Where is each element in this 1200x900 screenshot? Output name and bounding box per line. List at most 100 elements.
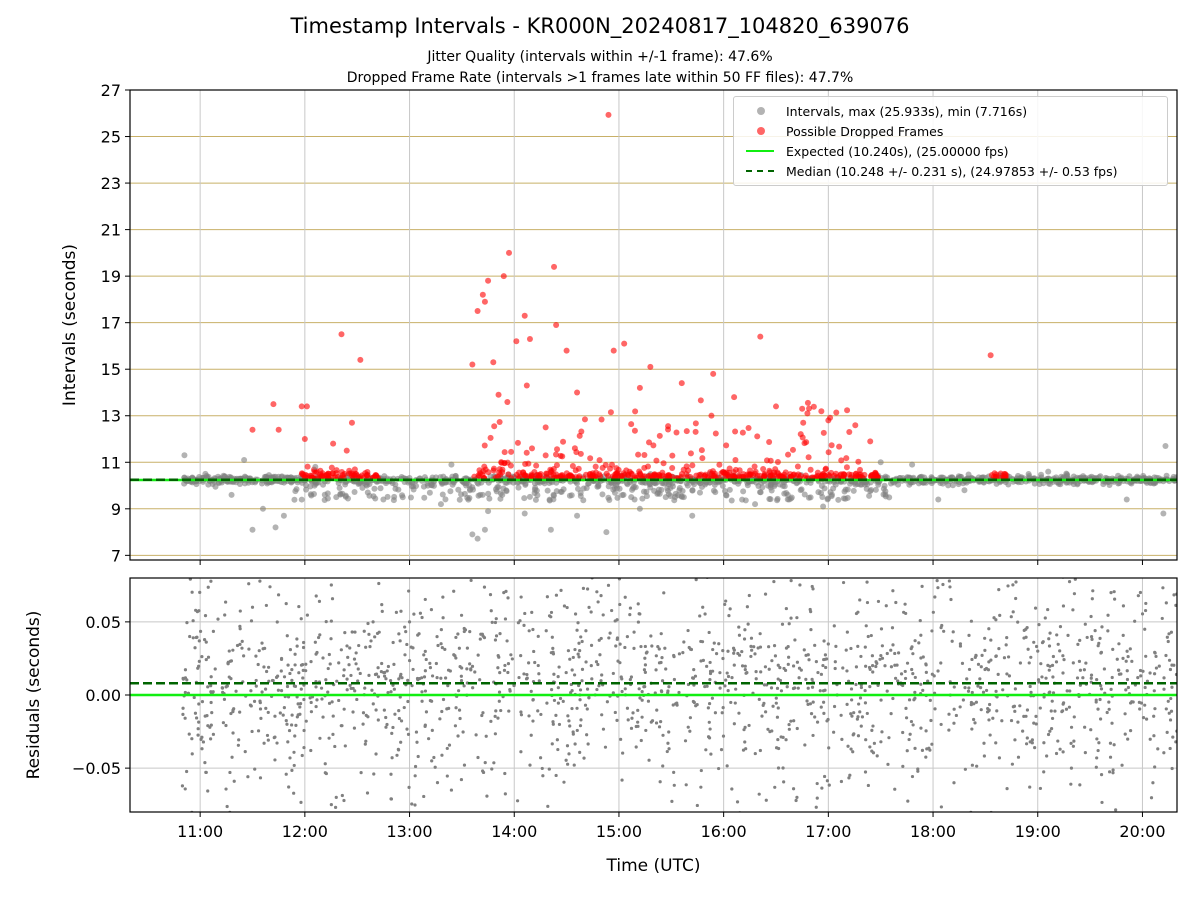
residual-point (580, 679, 584, 683)
residual-point (1109, 591, 1113, 595)
residual-point (456, 632, 460, 636)
interval-point (872, 486, 879, 493)
legend-item-dropped: Possible Dropped Frames (744, 121, 943, 141)
interval-point (961, 487, 968, 494)
residual-point (864, 664, 868, 668)
residual-point (868, 685, 872, 689)
residual-point (1111, 771, 1115, 775)
interval-point (766, 496, 773, 503)
residual-point (717, 766, 721, 771)
residual-point (639, 738, 643, 743)
residual-point (263, 646, 267, 650)
residual-point (774, 701, 778, 705)
residual-point (585, 733, 589, 737)
residual-point (782, 780, 786, 784)
residual-point (726, 674, 731, 679)
residual-point (497, 690, 502, 694)
residual-point (847, 776, 851, 780)
residual-point (963, 685, 967, 690)
residual-point (893, 787, 897, 791)
residual-point (337, 661, 341, 665)
residual-point (397, 632, 401, 636)
residual-point (288, 756, 292, 760)
residual-point (703, 684, 707, 689)
residual-point (263, 687, 268, 691)
residual-point (1029, 655, 1033, 659)
residual-point (304, 719, 308, 723)
residual-point (719, 748, 724, 752)
dropped-point (343, 447, 350, 454)
residual-point (1099, 650, 1104, 654)
residual-point (907, 737, 911, 742)
legend: Intervals, max (25.933s), min (7.716s) P… (733, 96, 1168, 186)
residual-point (781, 766, 785, 770)
legend-marker-red-dot (744, 121, 776, 141)
residual-point (682, 640, 686, 644)
residual-point (883, 664, 887, 668)
residual-point (371, 620, 375, 624)
residual-point (411, 667, 415, 672)
residual-point (761, 703, 765, 707)
residual-point (628, 606, 633, 610)
residual-point (507, 709, 511, 713)
interval-point (667, 493, 674, 500)
residual-point (662, 591, 666, 595)
interval-point (774, 497, 781, 504)
residual-point (630, 716, 634, 720)
residual-point (1144, 654, 1148, 658)
residual-point (650, 719, 655, 723)
residual-point (989, 638, 993, 642)
residual-point (721, 649, 725, 653)
residual-point (848, 773, 852, 777)
dropped-point (825, 449, 832, 456)
residual-point (584, 660, 588, 664)
dropped-point (800, 419, 807, 426)
interval-point (272, 524, 279, 531)
dropped-point (603, 470, 610, 477)
residual-point (961, 698, 965, 702)
residual-point (753, 652, 757, 656)
bottom-xtick-label: 13:00 (386, 822, 432, 841)
residual-point (720, 711, 724, 715)
residual-point (557, 665, 561, 669)
dropped-point (820, 429, 827, 436)
dropped-point (764, 457, 771, 464)
residual-point (276, 674, 280, 678)
residual-point (533, 660, 537, 665)
residual-point (795, 616, 799, 620)
residual-point (916, 769, 920, 773)
residual-point (909, 719, 914, 724)
residual-point (578, 698, 582, 702)
residual-point (1111, 768, 1115, 772)
dropped-point (501, 449, 508, 456)
residual-point (899, 672, 904, 676)
dropped-point (636, 384, 643, 391)
residual-point (736, 651, 740, 656)
interval-point (437, 501, 444, 508)
residual-point (515, 799, 520, 803)
dropped-point (547, 466, 554, 473)
residual-point (1046, 732, 1051, 737)
residual-point (292, 684, 296, 688)
dropped-point (574, 389, 581, 396)
residual-point (376, 718, 380, 722)
residual-point (1068, 689, 1072, 693)
residual-point (1077, 659, 1082, 663)
dropped-point (576, 473, 583, 480)
residual-point (330, 597, 335, 601)
interval-point (577, 490, 584, 497)
residual-point (983, 648, 987, 652)
residual-point (640, 698, 644, 702)
residual-point (431, 571, 434, 574)
residual-point (1117, 672, 1122, 676)
top-axes-frame (129, 89, 1178, 561)
residual-point (326, 666, 330, 671)
residual-point (994, 741, 998, 745)
residual-point (870, 664, 875, 668)
residual-point (776, 737, 780, 742)
dropped-point (708, 412, 715, 419)
residual-point (277, 813, 280, 816)
residual-point (1022, 636, 1026, 640)
interval-point (594, 483, 601, 490)
residual-point (778, 678, 783, 683)
